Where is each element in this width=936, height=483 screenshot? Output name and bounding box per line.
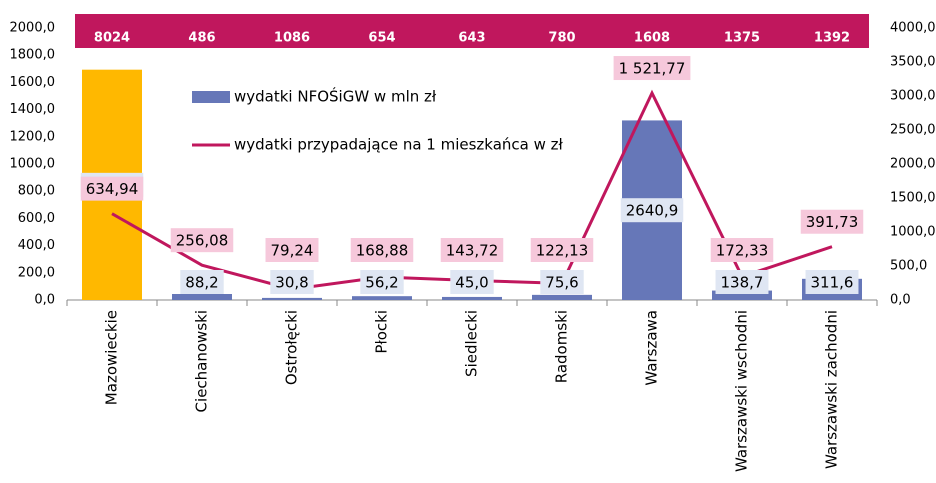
- bar: [442, 296, 502, 300]
- label-box: [710, 238, 774, 262]
- bar: [262, 297, 322, 300]
- x-tick-label: Warszawski wschodni: [733, 310, 751, 472]
- label-box: [800, 209, 864, 234]
- y-tick-label: 1200,0: [10, 129, 56, 144]
- y-tick-label: 600,0: [18, 211, 55, 226]
- data-label: 634,94: [86, 180, 139, 198]
- x-tick-label: Ostrołęcki: [283, 310, 301, 385]
- y2-tick-label: 3500,0: [890, 55, 936, 70]
- label-box: [440, 238, 504, 262]
- label-box: [170, 228, 234, 253]
- y-tick-label: 400,0: [18, 238, 55, 253]
- label-box: [80, 176, 144, 201]
- y2-tick-label: 1500,0: [890, 191, 936, 206]
- top-value: 1375: [724, 31, 760, 46]
- top-band: [75, 14, 869, 48]
- top-value: 1086: [274, 31, 310, 46]
- data-label: 56,2: [365, 274, 398, 292]
- x-tick-label: Płocki: [373, 310, 391, 354]
- data-label: 143,72: [446, 242, 499, 260]
- y2-tick-label: 3000,0: [890, 89, 936, 104]
- y2-tick-label: 4000,0: [890, 21, 936, 36]
- data-label: 122,13: [536, 242, 589, 260]
- top-value: 1608: [634, 31, 670, 46]
- y-tick-label: 1800,0: [10, 48, 56, 63]
- y-tick-label: 800,0: [18, 184, 55, 199]
- top-value: 1392: [814, 31, 850, 46]
- label-box: [530, 238, 594, 262]
- y2-tick-label: 1000,0: [890, 225, 936, 240]
- y-tick-label: 2000,0: [10, 21, 56, 36]
- data-label: 1 521,77: [619, 60, 686, 78]
- y2-tick-label: 0,0: [890, 293, 911, 308]
- label-box: [270, 270, 314, 294]
- y-tick-label: 200,0: [18, 265, 55, 280]
- label-box: [180, 270, 224, 294]
- data-label: 168,88: [356, 242, 409, 260]
- bar: [712, 290, 772, 300]
- data-label: 88,2: [185, 274, 218, 292]
- x-tick-label: Warszawski zachodni: [823, 310, 841, 469]
- label-box: [265, 238, 319, 262]
- x-tick-label: Radomski: [553, 310, 571, 383]
- label-box: [613, 56, 691, 81]
- data-label: 391,73: [806, 213, 859, 231]
- data-label: 75,6: [545, 274, 578, 292]
- legend-label: wydatki NFOŚiGW w mln zł: [234, 87, 437, 106]
- y2-tick-label: 2500,0: [890, 123, 936, 138]
- data-label: 256,08: [176, 232, 229, 250]
- data-label: 311,6: [811, 274, 854, 292]
- data-label: 45,0: [455, 274, 488, 292]
- y-tick-label: 1000,0: [10, 157, 56, 172]
- x-tick-label: Ciechanowski: [193, 310, 211, 412]
- legend-swatch: [192, 91, 230, 103]
- y-tick-label: 1400,0: [10, 102, 56, 117]
- x-tick-label: Warszawa: [643, 310, 661, 386]
- data-label: 138,7: [721, 274, 764, 292]
- data-label: 79,24: [271, 242, 314, 260]
- top-value: 643: [458, 31, 485, 46]
- y-tick-label: 1600,0: [10, 75, 56, 90]
- x-tick-label: Mazowieckie: [103, 310, 121, 405]
- data-label: 30,8: [275, 274, 308, 292]
- label-box: [350, 238, 414, 262]
- top-value: 780: [548, 31, 575, 46]
- top-value: 654: [368, 31, 395, 46]
- data-label: 2640,9: [626, 202, 679, 220]
- label-box: [540, 270, 584, 294]
- label-box: [805, 270, 859, 294]
- label-box: [715, 270, 769, 294]
- bar: [532, 294, 592, 300]
- y-tick-label: 0,0: [34, 293, 55, 308]
- data-label: 172,33: [716, 242, 769, 260]
- top-value: 8024: [94, 31, 130, 46]
- legend-label: wydatki przypadające na 1 mieszkańca w z…: [234, 136, 564, 154]
- bar: [172, 294, 232, 300]
- label-box: [620, 198, 684, 223]
- label-box: [360, 270, 404, 294]
- top-value: 486: [188, 31, 215, 46]
- label-box: [450, 270, 494, 294]
- y2-tick-label: 500,0: [890, 259, 927, 274]
- y2-tick-label: 2000,0: [890, 157, 936, 172]
- bar: [352, 296, 412, 300]
- x-tick-label: Siedlecki: [463, 310, 481, 377]
